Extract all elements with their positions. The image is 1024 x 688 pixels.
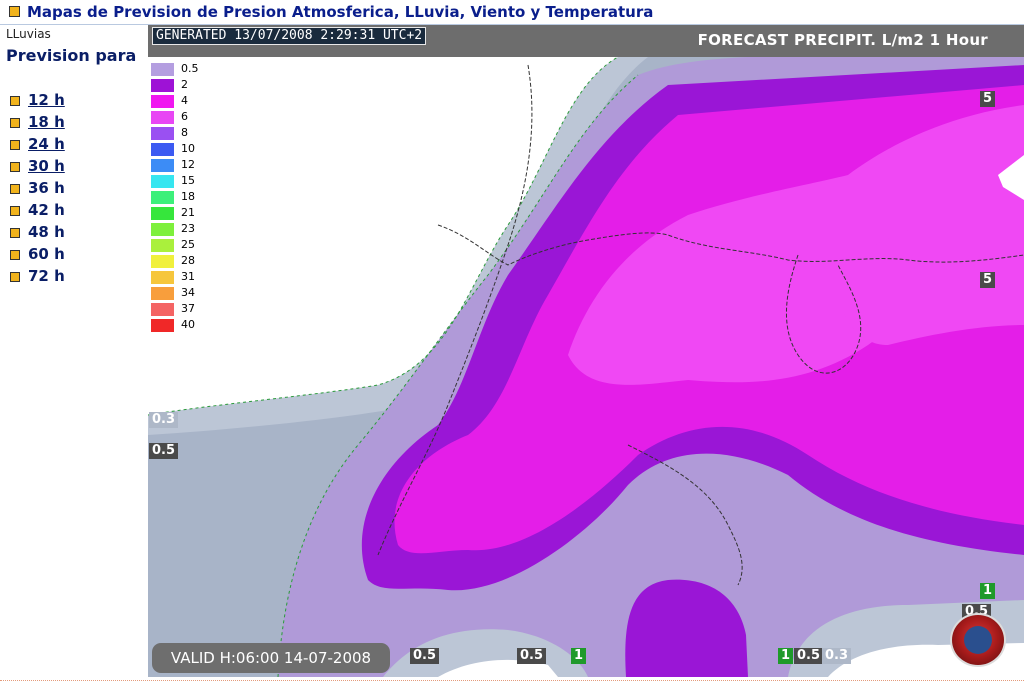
sidebar-heading: Prevision para: [6, 46, 137, 65]
legend-item: 18: [151, 190, 207, 204]
bullet-square-icon: [10, 118, 20, 128]
hour-link[interactable]: 30 h: [28, 157, 65, 175]
legend-item: 40: [151, 318, 207, 332]
contour-label: 0.5: [410, 648, 440, 664]
legend-item: 25: [151, 238, 207, 252]
bullet-square-icon: [10, 228, 20, 238]
title-square-icon: [9, 6, 20, 17]
legend-item: 28: [151, 254, 207, 268]
hour-link[interactable]: 48 h: [28, 223, 65, 241]
legend-swatch: [151, 79, 174, 92]
legend-swatch: [151, 143, 174, 156]
forecast-title: FORECAST PRECIPIT. L/m2 1 Hour: [697, 31, 988, 49]
generated-timestamp: GENERATED 13/07/2008 2:29:31 UTC+2: [152, 27, 427, 45]
sidebar: LLuvias Prevision para 12 h 18 h 24 h 30…: [0, 25, 148, 685]
legend-item: 8: [151, 126, 207, 140]
contour-label: 1: [778, 648, 794, 664]
legend-item: 31: [151, 270, 207, 284]
logo-globe-icon: [964, 626, 992, 654]
legend-value: 23: [181, 222, 195, 235]
legend-value: 6: [181, 110, 188, 123]
contour-label: 0.3: [822, 648, 852, 664]
legend-value: 31: [181, 270, 195, 283]
bullet-square-icon: [10, 140, 20, 150]
bullet-square-icon: [10, 250, 20, 260]
legend-swatch: [151, 95, 174, 108]
contour-label: 5: [980, 272, 996, 288]
legend-item: 6: [151, 110, 207, 124]
page-title-bar: Mapas de Prevision de Presion Atmosferic…: [0, 0, 1024, 26]
valid-time-badge: VALID H:06:00 14-07-2008: [152, 643, 390, 673]
contour-label: 5: [980, 91, 996, 107]
hour-link[interactable]: 36 h: [28, 179, 65, 197]
hour-link[interactable]: 72 h: [28, 267, 65, 285]
legend-value: 37: [181, 302, 195, 315]
contour-label: 0.5: [149, 443, 179, 459]
legend-item: 12: [151, 158, 207, 172]
legend-item: 4: [151, 94, 207, 108]
legend-value: 40: [181, 318, 195, 331]
legend-swatch: [151, 255, 174, 268]
legend-value: 21: [181, 206, 195, 219]
bottom-divider: [0, 680, 1024, 682]
legend-swatch: [151, 191, 174, 204]
legend-item: 0.5: [151, 62, 207, 76]
legend-swatch: [151, 63, 174, 76]
legend-item: 23: [151, 222, 207, 236]
legend-item: 21: [151, 206, 207, 220]
weather-service-logo: [950, 613, 1006, 667]
legend-value: 28: [181, 254, 195, 267]
legend-item: 34: [151, 286, 207, 300]
map-contours: [148, 25, 1024, 677]
legend-swatch: [151, 239, 174, 252]
legend-value: 15: [181, 174, 195, 187]
contour-label: 0.3: [149, 412, 179, 428]
hour-link[interactable]: 24 h: [28, 135, 65, 153]
legend-value: 0.5: [181, 62, 199, 75]
legend-value: 34: [181, 286, 195, 299]
legend-value: 12: [181, 158, 195, 171]
legend-swatch: [151, 127, 174, 140]
legend-item: 10: [151, 142, 207, 156]
bullet-square-icon: [10, 162, 20, 172]
legend-swatch: [151, 319, 174, 332]
bullet-square-icon: [10, 206, 20, 216]
legend-swatch: [151, 207, 174, 220]
legend-value: 8: [181, 126, 188, 139]
legend-item: 37: [151, 302, 207, 316]
hour-link[interactable]: 18 h: [28, 113, 65, 131]
legend-swatch: [151, 287, 174, 300]
legend-swatch: [151, 111, 174, 124]
hour-link[interactable]: 60 h: [28, 245, 65, 263]
legend-value: 2: [181, 78, 188, 91]
contour-label: 1: [571, 648, 587, 664]
legend-swatch: [151, 303, 174, 316]
legend-value: 4: [181, 94, 188, 107]
legend-swatch: [151, 175, 174, 188]
legend-item: 2: [151, 78, 207, 92]
precipitation-map: [148, 25, 1024, 677]
contour-label: 1: [980, 583, 996, 599]
legend-value: 10: [181, 142, 195, 155]
contour-label: 0.5: [794, 648, 824, 664]
legend-value: 25: [181, 238, 195, 251]
legend-swatch: [151, 159, 174, 172]
bullet-square-icon: [10, 96, 20, 106]
legend-item: 15: [151, 174, 207, 188]
sidebar-category: LLuvias: [6, 27, 51, 41]
legend-swatch: [151, 271, 174, 284]
hour-link[interactable]: 42 h: [28, 201, 65, 219]
legend-value: 18: [181, 190, 195, 203]
bullet-square-icon: [10, 272, 20, 282]
contour-label: 0.5: [517, 648, 547, 664]
page-title: Mapas de Prevision de Presion Atmosferic…: [27, 3, 654, 21]
legend-swatch: [151, 223, 174, 236]
hour-link[interactable]: 12 h: [28, 91, 65, 109]
bullet-square-icon: [10, 184, 20, 194]
